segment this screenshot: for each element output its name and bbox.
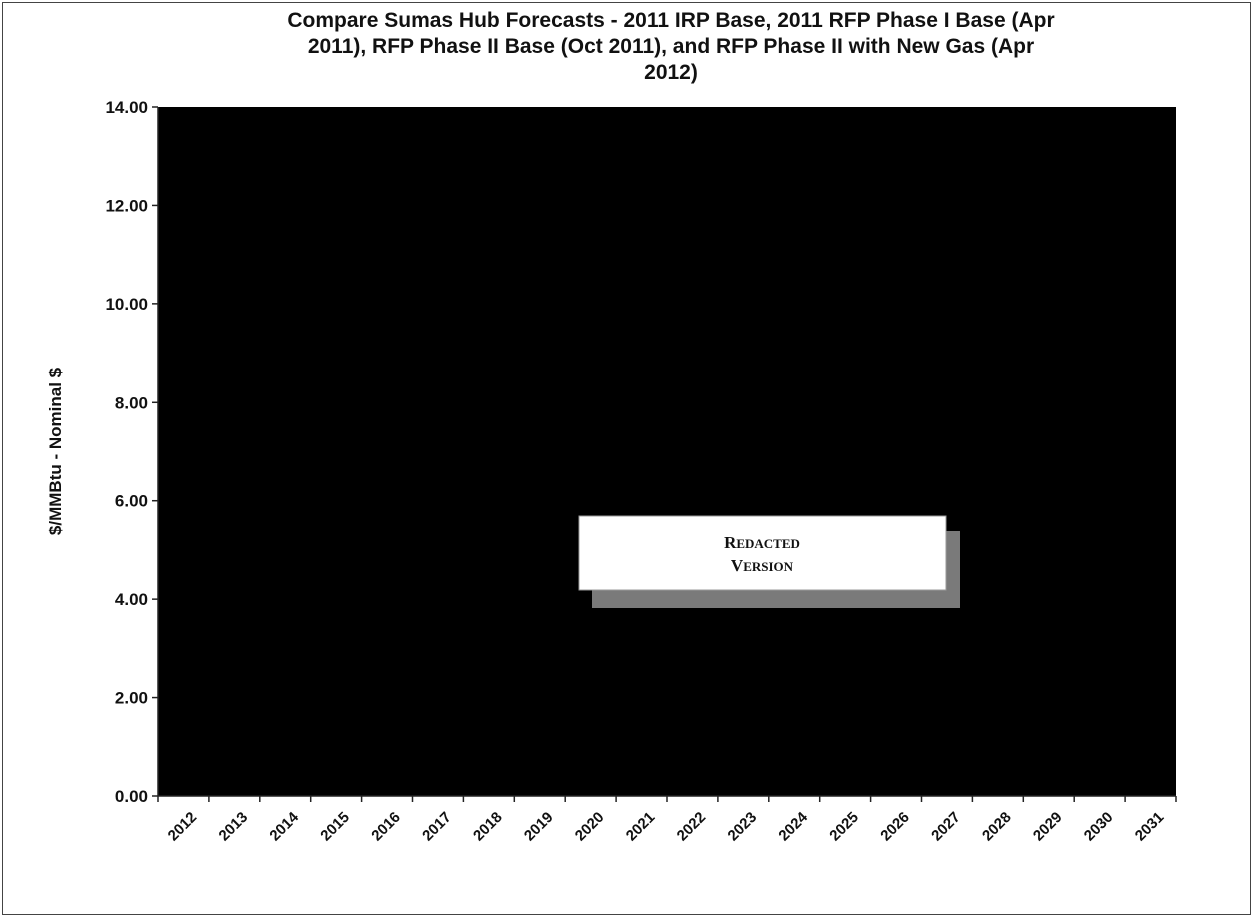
redacted-stamp: REDACTED VERSION — [578, 515, 960, 608]
y-axis-label: $/MMBtu - Nominal $ — [46, 367, 65, 535]
x-tick-label: 2016 — [368, 809, 404, 845]
redacted-stamp-line1: REDACTED — [724, 533, 800, 552]
chart-title-line: Compare Sumas Hub Forecasts - 2011 IRP B… — [287, 9, 1054, 32]
x-tick-label: 2027 — [928, 809, 964, 845]
chart-svg: Compare Sumas Hub Forecasts - 2011 IRP B… — [46, 9, 1177, 845]
x-tick-label: 2026 — [877, 809, 913, 845]
y-tick-label: 0.00 — [115, 787, 148, 806]
x-tick-label: 2031 — [1132, 809, 1168, 845]
y-tick-label: 10.00 — [105, 295, 148, 314]
redacted-stamp-line2: VERSION — [731, 556, 794, 575]
chart-title-line: 2012) — [644, 61, 698, 84]
x-tick-label: 2018 — [470, 809, 506, 845]
y-tick-label: 8.00 — [115, 393, 148, 412]
x-tick-label: 2024 — [775, 808, 811, 844]
y-tick-label: 4.00 — [115, 590, 148, 609]
y-axis: 0.00 2.00 4.00 6.00 8.00 10.00 12.00 14.00 — [105, 98, 159, 806]
y-axis-label-group: $/MMBtu - Nominal $ — [46, 367, 65, 535]
x-tick-label: 2012 — [165, 809, 201, 845]
x-axis: 2012 2013 2014 2015 2016 2017 2018 2019 2020 2021… — [157, 795, 1177, 845]
x-tick-label: 2020 — [572, 809, 608, 845]
x-tick-label: 2023 — [725, 809, 761, 845]
y-tick-label: 6.00 — [115, 492, 148, 511]
x-tick-label: 2013 — [216, 809, 252, 845]
x-tick-label: 2019 — [521, 809, 557, 845]
y-tick-label: 2.00 — [115, 689, 148, 708]
y-tick-label: 14.00 — [105, 98, 148, 117]
x-tick-label: 2017 — [419, 809, 455, 845]
x-tick-label: 2030 — [1081, 809, 1117, 845]
x-tick-label: 2029 — [1030, 809, 1066, 845]
x-tick-label: 2021 — [623, 809, 659, 845]
plot-area — [158, 107, 1176, 796]
y-tick-label: 12.00 — [105, 196, 148, 215]
x-tick-label: 2014 — [266, 808, 302, 844]
x-tick-label: 2028 — [979, 809, 1015, 845]
x-tick-label: 2025 — [826, 809, 862, 845]
redacted-stamp-box — [578, 515, 947, 591]
x-tick-label: 2015 — [317, 809, 353, 845]
x-tick-label: 2022 — [674, 809, 710, 845]
chart-title: Compare Sumas Hub Forecasts - 2011 IRP B… — [287, 9, 1054, 84]
chart-title-line: 2011), RFP Phase II Base (Oct 2011), and… — [308, 35, 1034, 58]
